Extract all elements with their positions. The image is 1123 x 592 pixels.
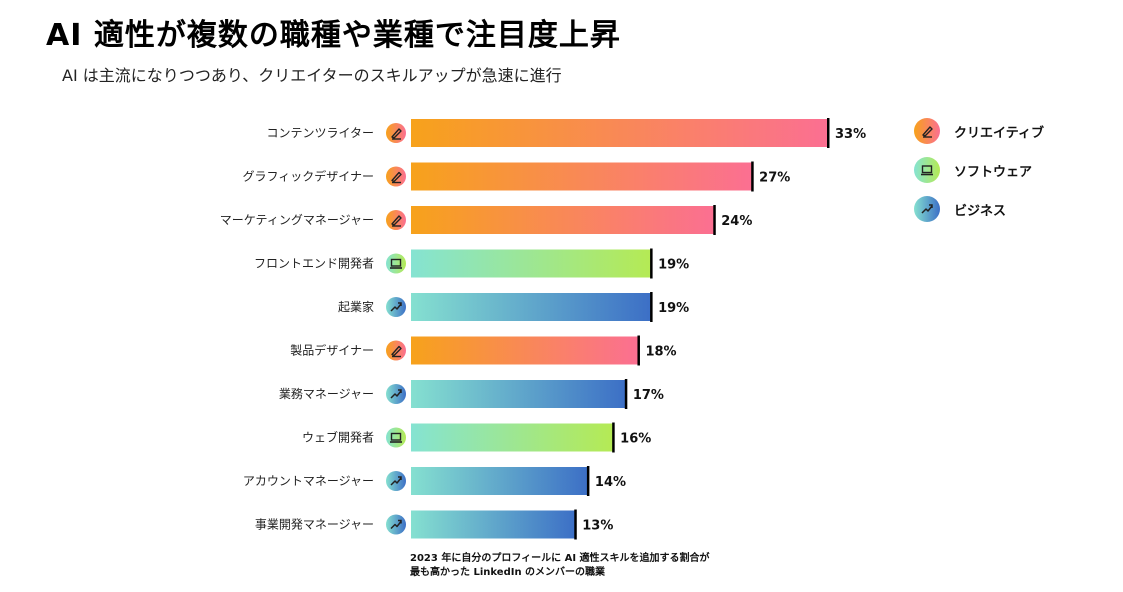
chart-title: AI 適性が複数の職種や業種で注目度上昇 xyxy=(46,18,621,53)
bar xyxy=(411,423,614,452)
pencil-icon xyxy=(391,171,402,184)
trend-up-icon xyxy=(390,476,402,486)
bar-end-marker xyxy=(713,205,716,235)
pencil-icon xyxy=(391,128,402,140)
value-label: 13% xyxy=(582,519,613,534)
value-label: 14% xyxy=(595,475,626,490)
footnote-line: 2023 年に自分のプロフィールに AI 適性スキルを追加する割合が xyxy=(410,553,710,564)
legend-item-software: ソフトウェア xyxy=(914,157,1044,183)
bar xyxy=(411,380,626,408)
trend-up-icon xyxy=(390,389,402,399)
bar-end-marker xyxy=(586,466,590,496)
value-label: 19% xyxy=(658,301,689,316)
value-label: 16% xyxy=(620,432,651,447)
value-label: 24% xyxy=(721,214,752,229)
laptop-icon xyxy=(390,258,402,269)
laptop-icon xyxy=(914,157,940,183)
category-label: ウェブ開発者 xyxy=(302,430,374,445)
legend-item-business: ビジネス xyxy=(914,196,1044,222)
legend-item-creative: クリエイティブ xyxy=(914,118,1044,144)
bar-end-marker xyxy=(574,509,577,540)
bar-end-marker xyxy=(650,248,653,279)
category-label: アカウントマネージャー xyxy=(243,474,374,488)
trend-up-icon xyxy=(390,302,402,312)
legend-label: ソフトウェア xyxy=(954,164,1033,180)
bar xyxy=(411,119,828,147)
legend: クリエイティブ ソフトウェア ビジネス xyxy=(914,118,1044,235)
bar-end-marker xyxy=(650,292,653,322)
chart-subtitle: AI は主流になりつつあり、クリエイターのスキルアップが急速に進行 xyxy=(62,66,562,85)
bar-end-marker xyxy=(637,335,640,366)
trend-up-icon xyxy=(914,196,940,222)
category-label: 事業開発マネージャー xyxy=(255,518,374,532)
pencil-icon xyxy=(914,118,940,144)
laptop-icon xyxy=(390,432,402,443)
pencil-icon xyxy=(391,345,402,358)
value-label: 27% xyxy=(759,171,790,186)
bar xyxy=(411,510,576,539)
bar-end-marker xyxy=(624,379,628,409)
bar xyxy=(411,293,652,321)
bar-end-marker xyxy=(612,422,615,453)
pencil-icon xyxy=(391,215,402,227)
value-label: 18% xyxy=(645,345,676,360)
value-label: 19% xyxy=(658,258,689,273)
legend-label: クリエイティブ xyxy=(954,125,1044,141)
trend-up-icon xyxy=(390,519,402,530)
category-icon xyxy=(386,253,406,274)
bar xyxy=(411,162,753,191)
category-label: 業務マネージャー xyxy=(279,387,374,401)
bar xyxy=(411,249,652,278)
bar-end-marker xyxy=(827,118,830,148)
category-label: マーケティングマネージャー xyxy=(220,213,374,227)
category-label: コンテンツライター xyxy=(266,126,374,140)
category-label: 製品デザイナー xyxy=(290,343,374,358)
value-label: 17% xyxy=(633,388,664,403)
bar-chart: コンテンツライター 33% グラフィックデザイナー 27% マーケティングマネージャー 2… xyxy=(220,118,866,540)
bar-end-marker xyxy=(751,161,754,192)
footnote: 2023 年に自分のプロフィールに AI 適性スキルを追加する割合が 最も高かっ… xyxy=(410,552,710,580)
legend-label: ビジネス xyxy=(954,203,1007,219)
category-label: グラフィックデザイナー xyxy=(242,169,374,184)
category-icon xyxy=(386,427,406,448)
value-label: 33% xyxy=(835,127,866,142)
bar xyxy=(411,206,715,234)
bar xyxy=(411,336,639,365)
category-label: フロントエンド開発者 xyxy=(254,257,374,271)
footnote-line: 最も高かった LinkedIn のメンバーの職業 xyxy=(410,567,606,578)
bar xyxy=(411,467,588,495)
category-label: 起業家 xyxy=(338,299,374,314)
